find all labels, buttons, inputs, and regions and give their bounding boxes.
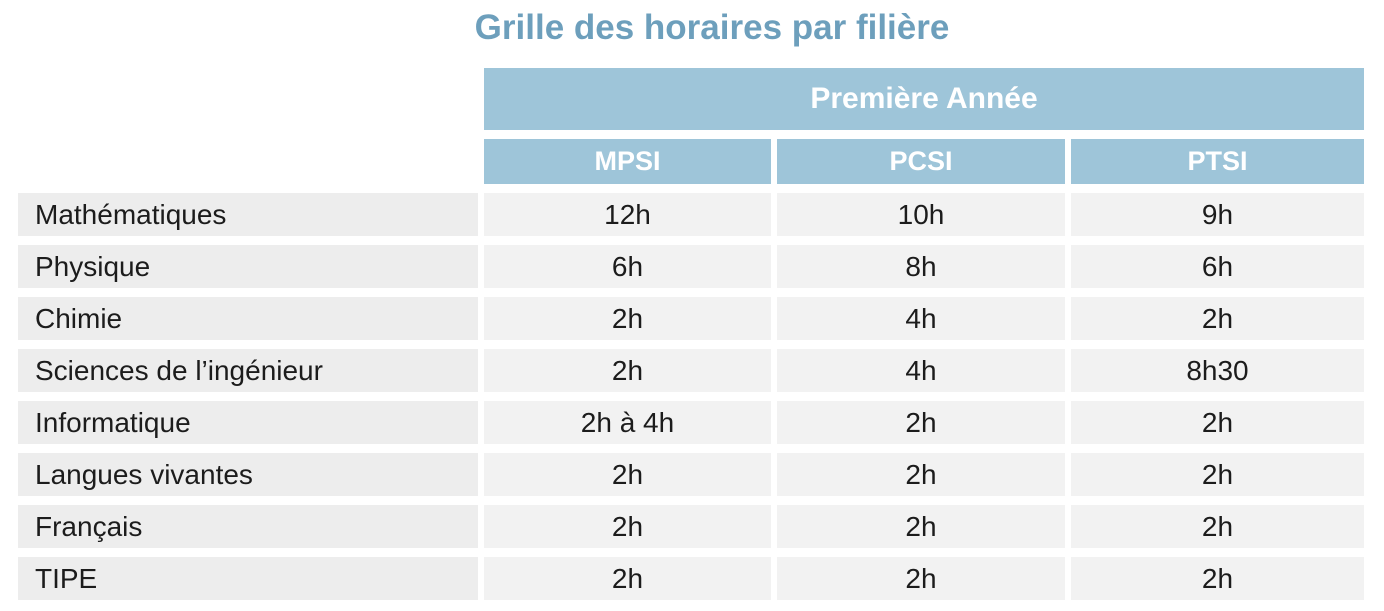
subject-cell: Mathématiques	[18, 193, 478, 236]
hours-cell: 2h	[1071, 401, 1364, 444]
hours-cell: 2h	[484, 349, 771, 392]
subject-cell: Informatique	[18, 401, 478, 444]
hours-cell: 2h	[777, 453, 1065, 496]
hours-cell: 2h	[1071, 505, 1364, 548]
hours-cell: 2h	[777, 505, 1065, 548]
hours-cell: 6h	[1071, 245, 1364, 288]
subject-cell: Français	[18, 505, 478, 548]
hours-cell: 4h	[777, 349, 1065, 392]
column-header-ptsi: PTSI	[1071, 139, 1364, 184]
hours-cell: 8h	[777, 245, 1065, 288]
subject-cell: Langues vivantes	[18, 453, 478, 496]
subject-cell: TIPE	[18, 557, 478, 600]
hours-cell: 2h	[777, 557, 1065, 600]
hours-cell: 2h	[484, 505, 771, 548]
hours-cell: 2h	[484, 557, 771, 600]
subject-cell: Sciences de l’ingénieur	[18, 349, 478, 392]
hours-cell: 6h	[484, 245, 771, 288]
subject-cell: Physique	[18, 245, 478, 288]
hours-cell: 9h	[1071, 193, 1364, 236]
hours-cell: 2h	[777, 401, 1065, 444]
hours-cell: 2h	[1071, 557, 1364, 600]
hours-cell: 2h	[1071, 453, 1364, 496]
subject-cell: Chimie	[18, 297, 478, 340]
year-header: Première Année	[484, 68, 1364, 130]
schedule-table: Première Année MPSI PCSI PTSI Mathématiq…	[18, 68, 1364, 600]
hours-cell: 2h à 4h	[484, 401, 771, 444]
hours-cell: 12h	[484, 193, 771, 236]
hours-cell: 2h	[484, 297, 771, 340]
header-spacer	[18, 68, 478, 130]
column-header-mpsi: MPSI	[484, 139, 771, 184]
hours-cell: 10h	[777, 193, 1065, 236]
hours-cell: 2h	[484, 453, 771, 496]
hours-cell: 4h	[777, 297, 1065, 340]
hours-cell: 8h30	[1071, 349, 1364, 392]
column-header-pcsi: PCSI	[777, 139, 1065, 184]
hours-cell: 2h	[1071, 297, 1364, 340]
header-spacer	[18, 139, 478, 184]
page-title: Grille des horaires par filière	[474, 8, 950, 47]
